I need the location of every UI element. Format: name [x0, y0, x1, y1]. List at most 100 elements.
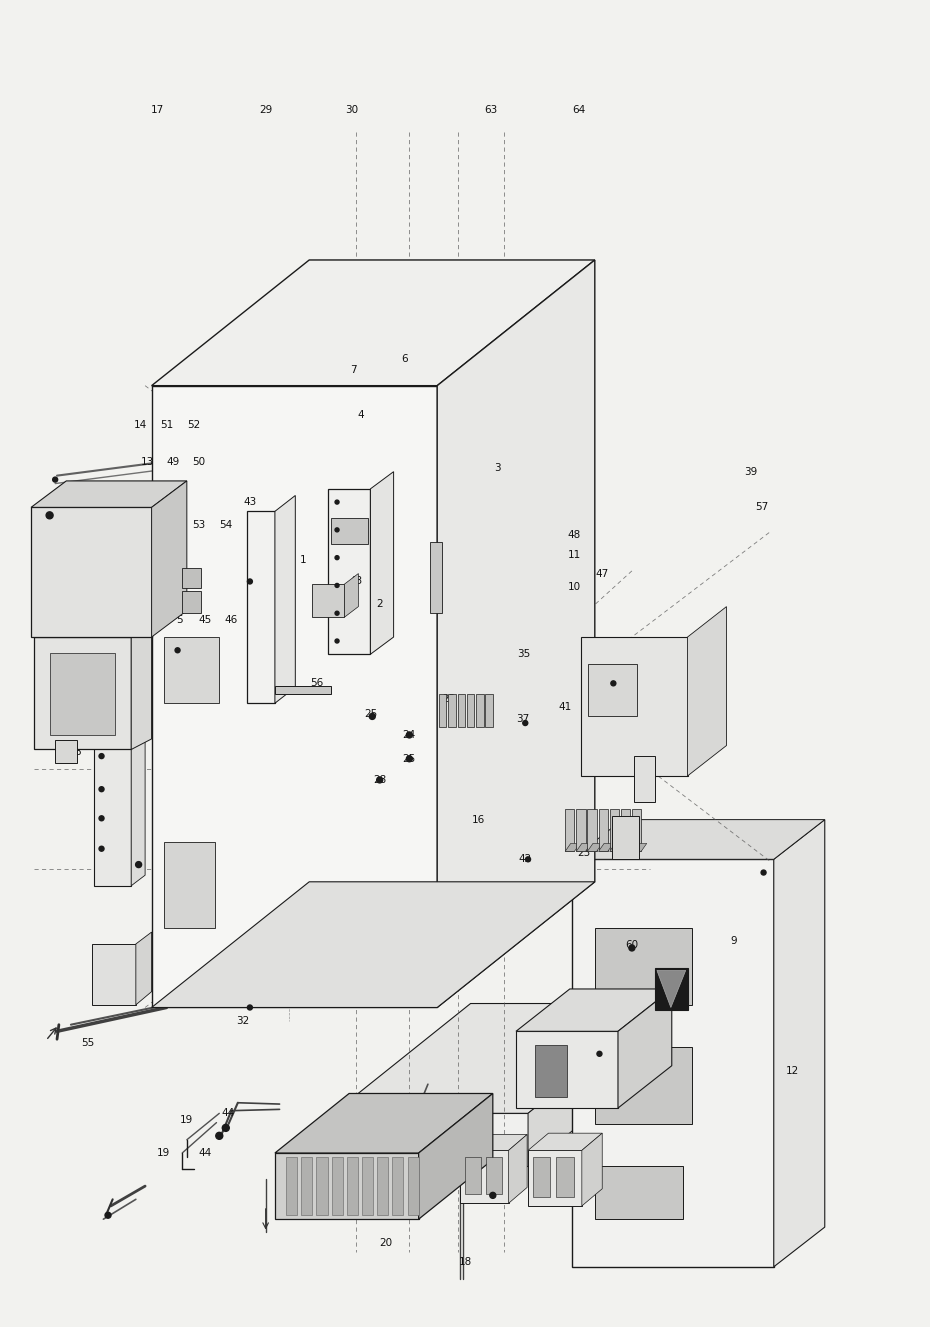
Text: 25: 25 — [364, 709, 377, 719]
Polygon shape — [633, 756, 655, 803]
Polygon shape — [31, 507, 152, 637]
Polygon shape — [556, 1157, 575, 1197]
Circle shape — [335, 500, 339, 504]
Polygon shape — [516, 1031, 618, 1108]
Text: 28: 28 — [373, 775, 386, 786]
Polygon shape — [535, 1044, 567, 1097]
Text: 44: 44 — [222, 1108, 235, 1119]
Text: 36: 36 — [609, 667, 623, 678]
Polygon shape — [392, 1157, 404, 1216]
Polygon shape — [333, 1003, 665, 1113]
Text: 65: 65 — [108, 549, 121, 560]
Polygon shape — [460, 1135, 527, 1151]
Polygon shape — [572, 820, 825, 860]
Polygon shape — [595, 1166, 683, 1220]
Text: 45: 45 — [199, 614, 212, 625]
Polygon shape — [94, 740, 131, 885]
Polygon shape — [565, 809, 575, 852]
Text: 53: 53 — [193, 520, 206, 529]
Polygon shape — [136, 932, 152, 1005]
Polygon shape — [275, 1153, 418, 1220]
Polygon shape — [528, 1133, 603, 1151]
Polygon shape — [164, 637, 219, 703]
Circle shape — [611, 681, 616, 686]
Text: 31: 31 — [97, 966, 110, 975]
Polygon shape — [610, 844, 624, 852]
Polygon shape — [347, 1157, 358, 1216]
Text: 5: 5 — [176, 614, 182, 625]
Text: 10: 10 — [568, 581, 581, 592]
Circle shape — [523, 721, 527, 726]
Text: 13: 13 — [141, 458, 154, 467]
Polygon shape — [31, 480, 187, 507]
Text: 41: 41 — [559, 702, 572, 713]
Polygon shape — [332, 1157, 343, 1216]
Text: 42: 42 — [519, 855, 532, 864]
Polygon shape — [589, 664, 636, 717]
Polygon shape — [774, 820, 825, 1267]
Text: 19: 19 — [180, 1115, 193, 1125]
Polygon shape — [460, 1151, 509, 1204]
Polygon shape — [247, 511, 275, 703]
Circle shape — [99, 816, 104, 821]
Polygon shape — [533, 1157, 551, 1197]
Text: 57: 57 — [755, 503, 768, 512]
Circle shape — [597, 1051, 602, 1056]
Polygon shape — [588, 844, 603, 852]
Text: 19: 19 — [157, 1148, 170, 1158]
Polygon shape — [467, 694, 474, 727]
Text: 62: 62 — [650, 991, 664, 1002]
Text: 58: 58 — [104, 802, 117, 811]
Text: 34: 34 — [665, 642, 678, 653]
Text: 49: 49 — [166, 458, 179, 467]
Circle shape — [216, 1132, 223, 1140]
Circle shape — [377, 776, 382, 783]
Text: 23: 23 — [577, 848, 591, 857]
Circle shape — [105, 1213, 111, 1218]
Text: 60: 60 — [625, 941, 639, 950]
Polygon shape — [588, 809, 597, 852]
Text: 12: 12 — [786, 1066, 799, 1076]
Text: 27: 27 — [171, 642, 184, 653]
Text: 29: 29 — [259, 105, 272, 115]
Text: 1: 1 — [299, 555, 306, 565]
Circle shape — [53, 478, 58, 482]
Polygon shape — [362, 1157, 373, 1216]
Polygon shape — [465, 1157, 481, 1194]
Text: 20: 20 — [379, 1238, 392, 1247]
Text: 43: 43 — [244, 498, 257, 507]
Circle shape — [136, 861, 141, 868]
Polygon shape — [618, 989, 671, 1108]
Text: 18: 18 — [458, 1257, 472, 1266]
Text: 25: 25 — [403, 754, 416, 764]
Text: 47: 47 — [595, 568, 609, 579]
Polygon shape — [418, 1093, 493, 1220]
Text: 48: 48 — [568, 531, 581, 540]
Polygon shape — [528, 1151, 582, 1206]
Text: 16: 16 — [472, 815, 485, 824]
Text: 21: 21 — [85, 549, 98, 560]
Polygon shape — [612, 816, 639, 860]
Polygon shape — [582, 1133, 603, 1206]
Polygon shape — [509, 1135, 527, 1204]
Text: 3: 3 — [494, 463, 500, 472]
Circle shape — [335, 584, 339, 588]
Text: 11: 11 — [568, 549, 581, 560]
Text: 64: 64 — [573, 105, 586, 115]
Circle shape — [247, 1005, 252, 1010]
Text: 46: 46 — [225, 614, 238, 625]
Polygon shape — [330, 518, 367, 544]
Polygon shape — [486, 1157, 502, 1194]
Polygon shape — [407, 1157, 418, 1216]
Polygon shape — [620, 809, 630, 852]
Polygon shape — [439, 694, 446, 727]
Polygon shape — [370, 471, 393, 654]
Polygon shape — [485, 694, 493, 727]
Text: 63: 63 — [485, 105, 498, 115]
Text: 56: 56 — [310, 678, 324, 689]
Polygon shape — [33, 626, 152, 637]
Text: 35: 35 — [517, 649, 530, 660]
Polygon shape — [312, 584, 344, 617]
Polygon shape — [327, 488, 370, 654]
Text: 43: 43 — [349, 576, 362, 587]
